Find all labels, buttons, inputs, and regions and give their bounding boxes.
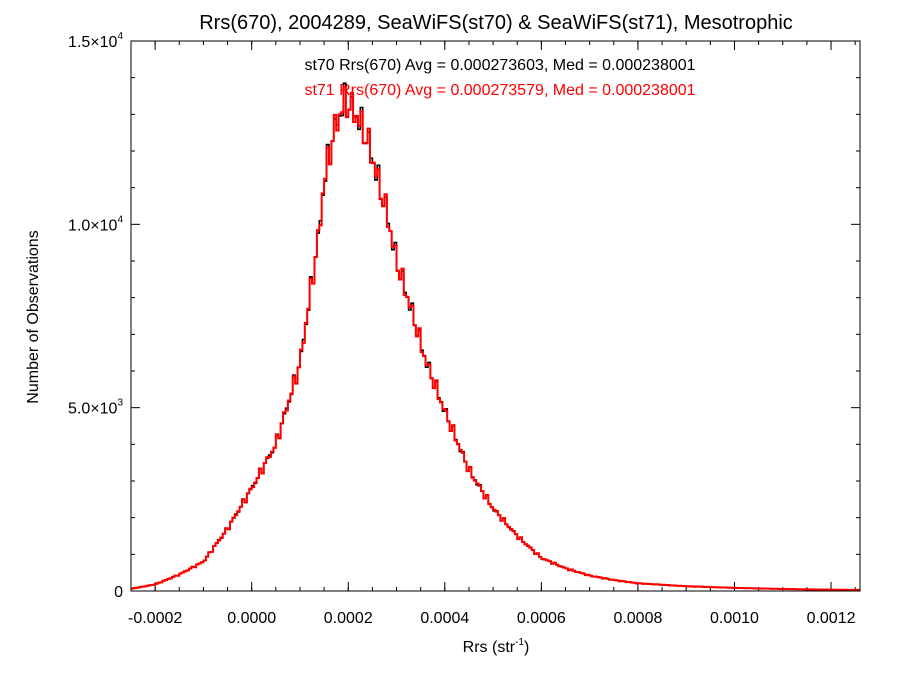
y-tick-mantissa: 1.0×10	[68, 217, 117, 234]
y-tick-mantissa: 0	[114, 584, 123, 601]
histogram-series-st71	[131, 85, 860, 591]
y-tick-exponent: 4	[117, 31, 123, 42]
legend-entry: st71 Rrs(670) Avg = 0.000273579, Med = 0…	[304, 82, 695, 99]
x-tick-label: 0.0002	[324, 610, 373, 627]
y-axis-title-group: Number of Observations	[25, 230, 42, 403]
x-tick-label: -0.0002	[128, 610, 182, 627]
legend: st70 Rrs(670) Avg = 0.000273603, Med = 0…	[304, 57, 695, 99]
chart-title: Rrs(670), 2004289, SeaWiFS(st70) & SeaWi…	[199, 12, 793, 34]
y-tick-label: 1.0×104	[68, 214, 123, 234]
y-tick-label: 0	[114, 584, 123, 601]
x-axis-title-main: Rrs (str	[463, 639, 516, 656]
plot-frame	[130, 40, 861, 592]
x-axis-title: Rrs (str-1)	[463, 637, 530, 656]
y-tick-mantissa: 1.5×10	[68, 34, 117, 51]
axis-tick-labels: -0.0002 0.0000 0.0002 0.0004 0.0006 0.0008 0.0…	[68, 31, 856, 627]
y-tick-label: 1.5×104	[68, 31, 123, 51]
x-tick-label: 0.0010	[710, 610, 759, 627]
x-tick-label: 0.0004	[420, 610, 469, 627]
x-tick-label: 0.0008	[613, 610, 662, 627]
x-tick-label: 0.0006	[517, 610, 566, 627]
x-tick-label: 0.0000	[227, 610, 276, 627]
x-tick-label: 0.0012	[807, 610, 856, 627]
y-tick-exponent: 3	[117, 398, 123, 409]
y-tick-mantissa: 5.0×10	[68, 401, 117, 418]
y-tick-label: 5.0×103	[68, 398, 123, 418]
series-layer	[131, 82, 860, 591]
legend-entry: st70 Rrs(670) Avg = 0.000273603, Med = 0…	[304, 57, 695, 74]
y-tick-exponent: 4	[117, 214, 123, 225]
x-axis-title-close: )	[524, 639, 529, 656]
x-axis-title-superscript: -1	[515, 637, 524, 648]
histogram-series-st70	[131, 82, 860, 591]
y-axis-title: Number of Observations	[25, 230, 42, 403]
